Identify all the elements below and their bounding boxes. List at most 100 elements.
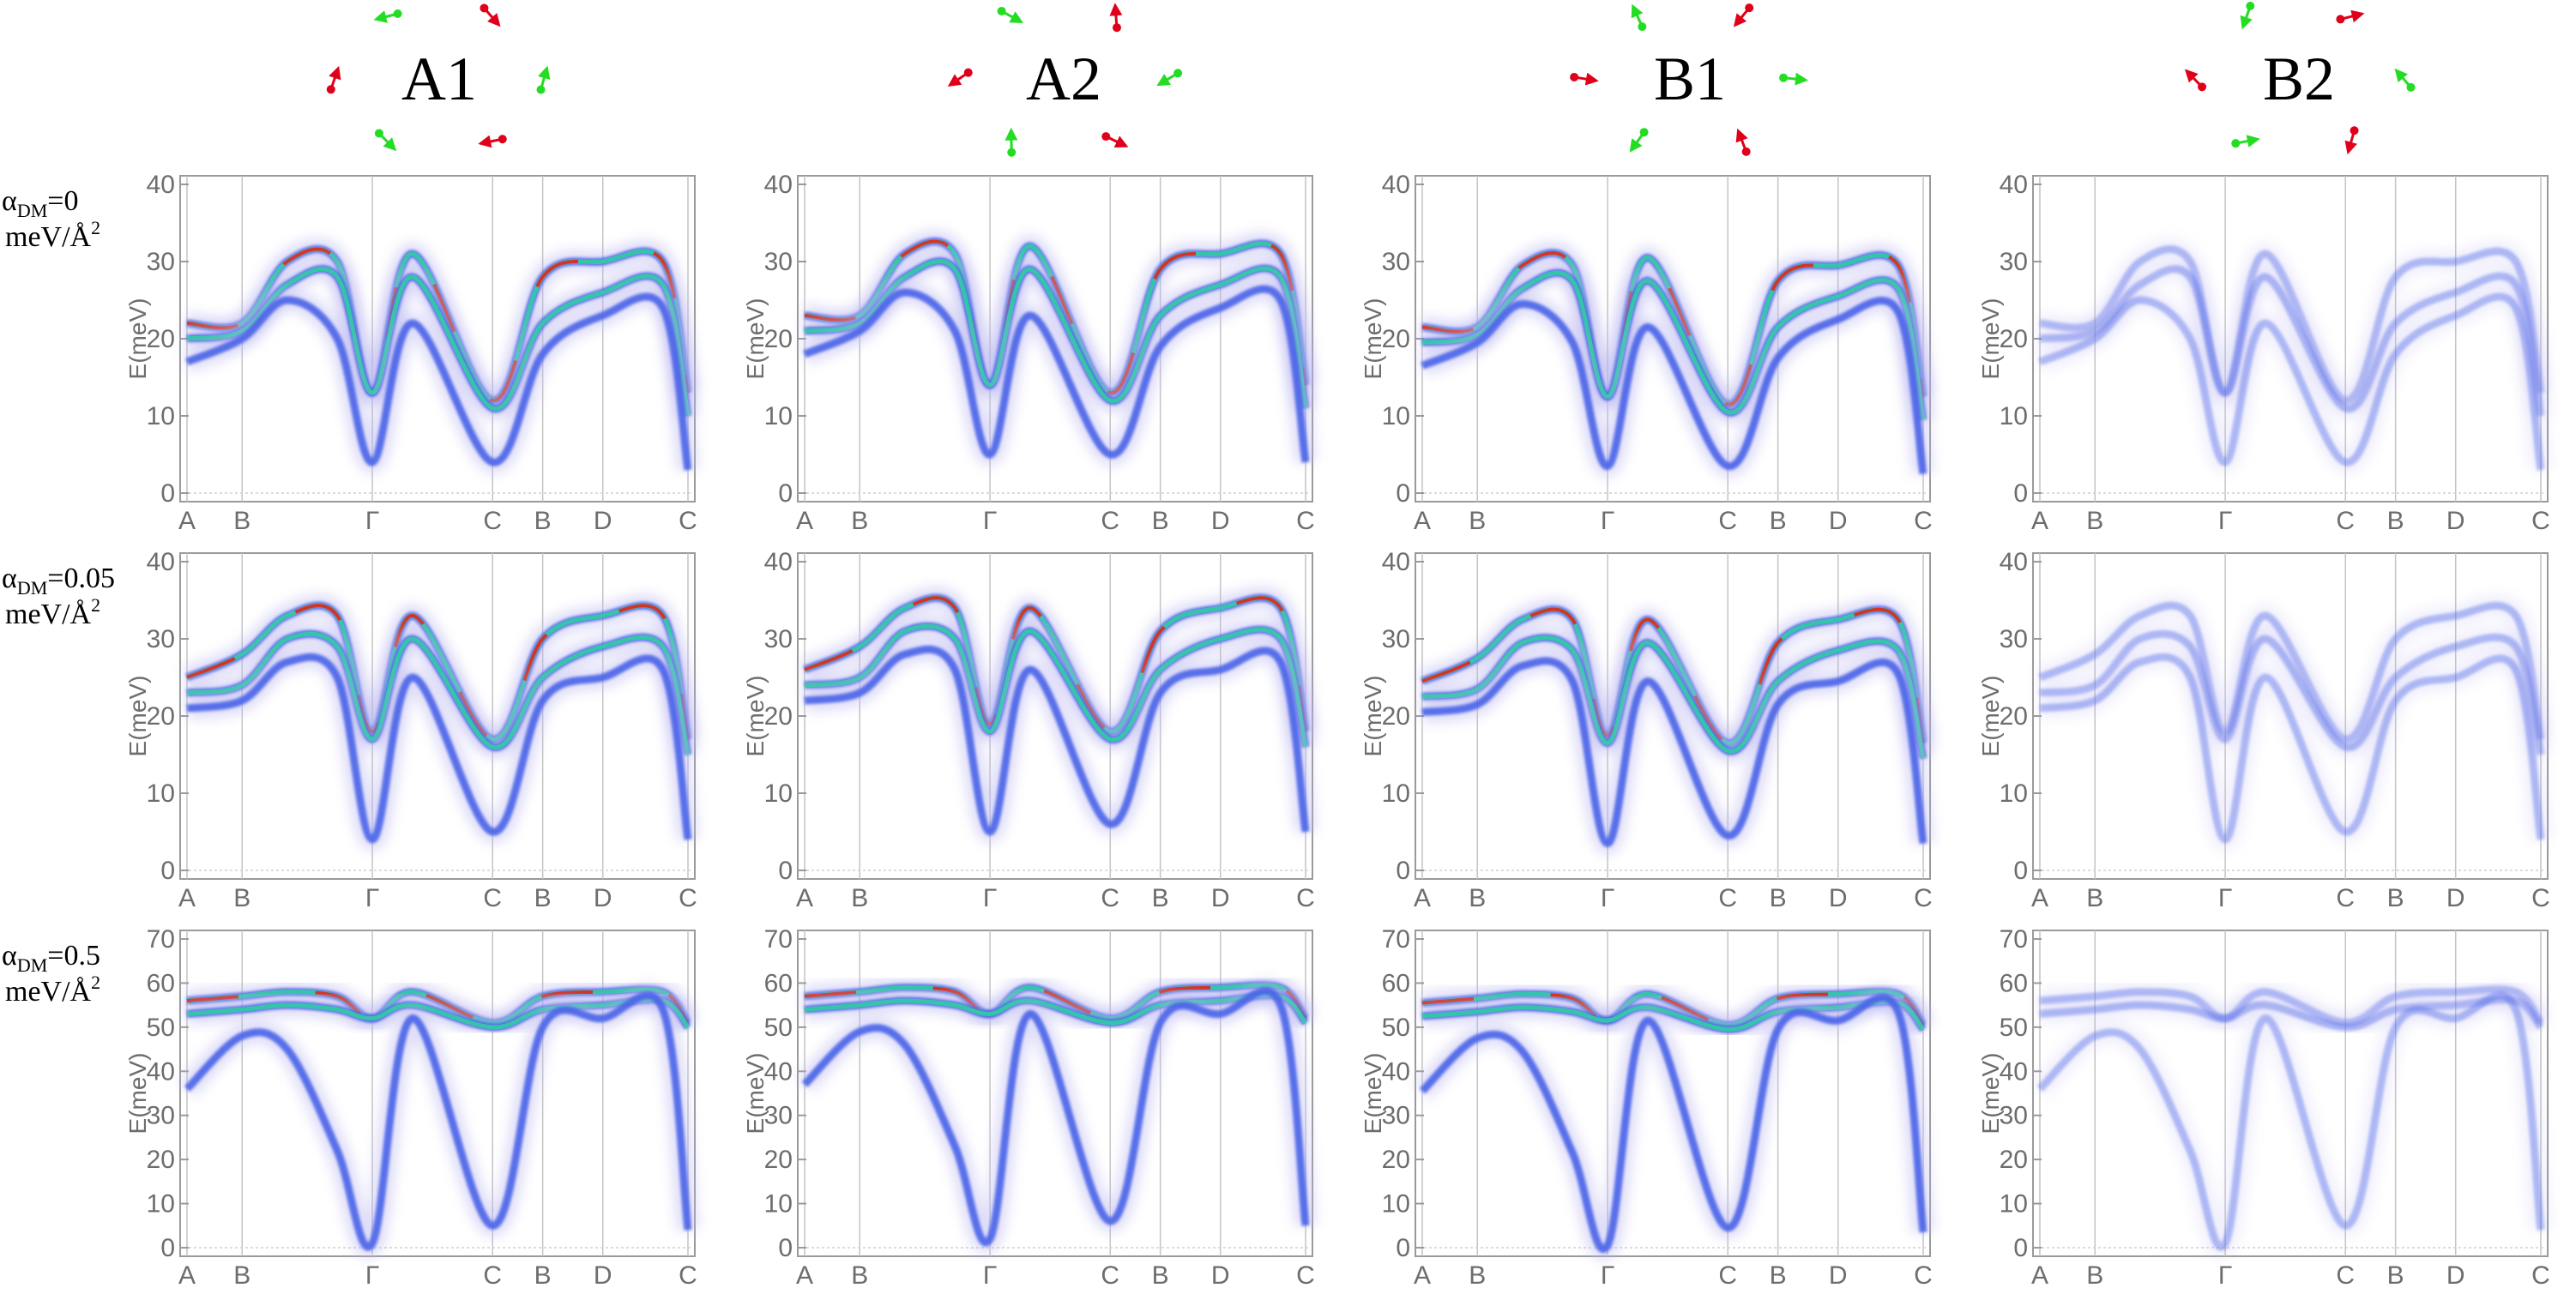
y-axis-title: E(meV) — [1977, 676, 2004, 757]
y-tick-label: 0 — [778, 1234, 793, 1262]
panel-r0-a2: 0 10 20 30 40 E(meV) A B Γ C B D C — [742, 171, 1317, 535]
y-tick-label: 10 — [147, 402, 175, 430]
x-tick-label: B — [2387, 507, 2404, 535]
y-tick-label: 30 — [147, 1102, 175, 1130]
x-tick-label: D — [1829, 1261, 1848, 1290]
displacement-arrow — [2344, 129, 2357, 155]
band-intensity — [185, 292, 692, 471]
displacement-arrow — [2394, 68, 2412, 88]
x-tick-label: B — [851, 1261, 868, 1290]
x-tick-label: A — [1414, 1261, 1431, 1290]
band-core-mid — [804, 259, 1308, 409]
y-axis-title: E(meV) — [1360, 1053, 1386, 1134]
band-intensity — [2039, 985, 2544, 1027]
x-tick-label: D — [1211, 507, 1230, 535]
y-tick-label: 20 — [764, 702, 793, 731]
y-tick-label: 30 — [147, 248, 175, 276]
y-tick-label: 60 — [764, 969, 793, 997]
y-axis-title: E(meV) — [124, 298, 151, 380]
y-tick-label: 20 — [1382, 1146, 1410, 1174]
y-tick-label: 30 — [764, 1102, 793, 1130]
y-tick-label: 50 — [147, 1014, 175, 1042]
y-tick-label: 40 — [1382, 1057, 1410, 1086]
x-tick-label: B — [2086, 1261, 2103, 1290]
column-header-b1: B1 — [1570, 3, 1808, 156]
x-tick-label: A — [1414, 507, 1431, 535]
x-tick-label: C — [2336, 1261, 2355, 1290]
x-tick-label: B — [534, 507, 552, 535]
displacement-arrow — [2184, 69, 2204, 88]
panel-r2-a1: 0 10 20 30 40 50 60 70 E(meV) A B Γ C B D C — [124, 925, 699, 1290]
x-tick-label: B — [2086, 507, 2103, 535]
units-label: meV/Å2 — [5, 972, 100, 1008]
y-tick-label: 40 — [764, 171, 793, 199]
x-tick-label: B — [2387, 884, 2404, 912]
x-tick-label: Γ — [983, 507, 998, 535]
band-core-high — [1421, 607, 1925, 745]
column-title: B2 — [2263, 45, 2335, 113]
displacement-arrow — [2240, 5, 2253, 30]
y-tick-label: 0 — [160, 857, 175, 885]
displacement-arrow — [483, 7, 501, 27]
column-header-a2: A2 — [947, 3, 1183, 157]
y-tick-label: 0 — [778, 479, 793, 508]
y-tick-label: 0 — [2013, 1234, 2028, 1262]
x-tick-label: B — [534, 1261, 552, 1290]
y-tick-label: 10 — [764, 402, 793, 430]
y-axis-title: E(meV) — [124, 676, 151, 757]
x-tick-label: D — [1211, 884, 1230, 912]
y-tick-label: 10 — [764, 779, 793, 808]
displacement-arrow — [1733, 7, 1751, 27]
displacement-arrow — [1735, 128, 1748, 153]
displacement-arrow — [2235, 135, 2260, 147]
band-intensity — [801, 987, 1310, 1247]
x-tick-label: C — [1718, 507, 1737, 535]
y-tick-label: 40 — [1382, 171, 1410, 199]
y-tick-label: 0 — [1396, 857, 1410, 885]
y-tick-label: 40 — [147, 171, 175, 199]
x-tick-label: B — [1469, 507, 1486, 535]
y-tick-label: 0 — [2013, 479, 2028, 508]
x-tick-label: C — [2531, 1261, 2550, 1290]
y-tick-label: 10 — [1382, 1190, 1410, 1219]
y-tick-label: 10 — [764, 1190, 793, 1219]
band-intensity — [184, 991, 692, 1251]
x-tick-label: D — [2446, 507, 2465, 535]
y-tick-label: 20 — [2000, 325, 2028, 353]
band-intensity — [803, 285, 1310, 463]
column-title: A2 — [1026, 45, 1101, 113]
x-tick-label: Γ — [365, 1261, 380, 1290]
y-tick-label: 10 — [147, 1190, 175, 1219]
displacement-arrow — [1000, 9, 1023, 24]
panel-r1-a1: 0 10 20 30 40 E(meV) A B Γ C B D C — [124, 548, 699, 912]
x-tick-label: C — [1101, 884, 1119, 912]
displacement-arrow — [1783, 72, 1808, 86]
x-tick-label: A — [178, 1261, 196, 1290]
panel-r1-a2: 0 10 20 30 40 E(meV) A B Γ C B D C — [742, 548, 1317, 912]
y-axis-title: E(meV) — [742, 1053, 769, 1134]
x-tick-label: C — [1296, 884, 1315, 912]
x-tick-label: B — [233, 1261, 250, 1290]
x-tick-label: B — [1770, 884, 1787, 912]
x-tick-label: C — [2531, 884, 2550, 912]
y-tick-label: 30 — [2000, 625, 2028, 653]
x-tick-label: B — [534, 884, 552, 912]
x-tick-label: A — [2031, 884, 2048, 912]
column-title: A1 — [401, 45, 477, 113]
x-tick-label: A — [2031, 507, 2048, 535]
y-tick-label: 20 — [764, 325, 793, 353]
y-tick-label: 20 — [147, 325, 175, 353]
x-tick-label: D — [2446, 1261, 2465, 1290]
y-tick-label: 60 — [2000, 969, 2028, 997]
y-axis-title: E(meV) — [1977, 1053, 2004, 1134]
y-tick-label: 0 — [1396, 1234, 1410, 1262]
panel-r1-b1: 0 10 20 30 40 E(meV) A B Γ C B D C — [1360, 548, 1934, 912]
y-tick-label: 40 — [147, 548, 175, 576]
displacement-arrow — [947, 71, 969, 87]
band-intensity — [2039, 653, 2545, 844]
x-tick-label: C — [1914, 1261, 1933, 1290]
y-tick-label: 50 — [2000, 1014, 2028, 1042]
x-tick-label: D — [1211, 1261, 1230, 1290]
